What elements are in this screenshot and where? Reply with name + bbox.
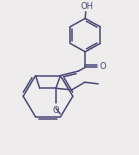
Text: O: O — [100, 62, 107, 71]
Text: O: O — [53, 106, 59, 115]
Text: OH: OH — [80, 2, 93, 11]
